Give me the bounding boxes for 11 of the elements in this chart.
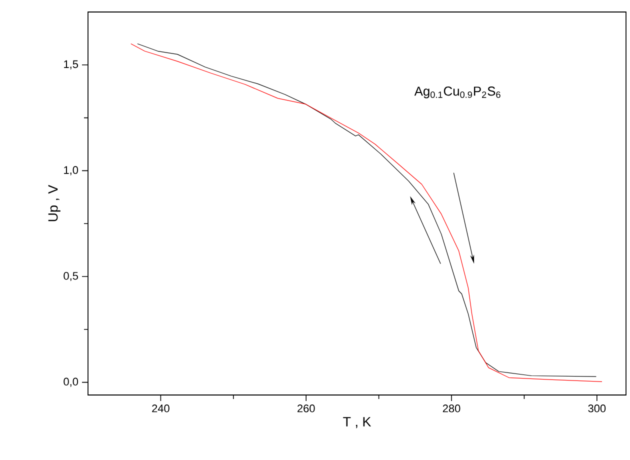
y-tick-label: 0,5 [64,272,78,282]
x-axis-title: T , K [343,417,372,428]
x-tick-label: 260 [298,404,315,412]
y-tick-label: 0,0 [64,378,78,387]
y-axis-title: Up , V [48,184,60,222]
y-tick-label: 1,0 [64,166,78,176]
x-tick-label: 240 [152,404,170,412]
x-tick-label: 300 [588,404,606,412]
y-tick-label: 1,5 [64,60,78,70]
x-tick-label: 280 [442,404,460,412]
annotation: Ag$_{0.1}$Cu$_{0.9}$P$_{2}$S$_{6}$ [414,86,500,98]
